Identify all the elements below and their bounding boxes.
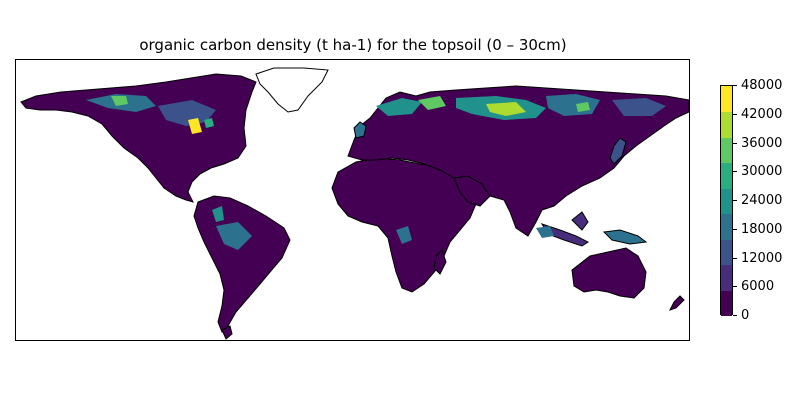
colorbar-tick-label: 18000 [741, 221, 783, 237]
colorbar-tick-label: 30000 [741, 164, 783, 180]
colorbar-tick-label: 48000 [741, 78, 783, 93]
world-map [20, 67, 689, 340]
landmass-australia [571, 247, 647, 299]
colorbar-segment [721, 86, 732, 113]
landmass-antarctica [221, 325, 233, 340]
colorbar-segment [721, 162, 732, 189]
colorbar-tick-label: 0 [741, 308, 750, 323]
colorbar-segment [721, 264, 732, 291]
colorbar-tick [733, 142, 737, 144]
colorbar-segment [721, 188, 732, 215]
colorbar-tick [733, 200, 737, 201]
colorbar-segment [721, 137, 732, 164]
colorbar-segment [721, 111, 732, 138]
colorbar-tick [733, 85, 737, 86]
colorbar-tick-label: 42000 [741, 106, 783, 122]
landmass-new-guinea [602, 229, 648, 245]
map-frame [15, 59, 690, 341]
landmass-greenland [255, 67, 329, 113]
colorbar-segment [721, 239, 732, 266]
colorbar-tick [733, 171, 737, 173]
map-title: organic carbon density (t ha-1) for the … [139, 36, 567, 54]
colorbar-segment [721, 213, 732, 240]
colorbar-tick-label: 6000 [741, 279, 775, 295]
landmass-arabia [453, 175, 491, 207]
landmass-new-zealand [669, 295, 685, 311]
colorbar-tick-label: 12000 [741, 250, 783, 266]
landmass-madagascar [433, 249, 447, 275]
landmass-japan [609, 137, 627, 165]
landmass-britain [353, 121, 367, 139]
colorbar [720, 85, 733, 317]
density-highlights [86, 94, 666, 250]
colorbar-tick-label: 24000 [741, 193, 783, 208]
colorbar-tick [733, 315, 737, 316]
colorbar-tick [733, 113, 737, 115]
colorbar-tick-label: 36000 [741, 135, 783, 151]
landmass-north-america [20, 73, 257, 203]
colorbar-tick [733, 257, 737, 259]
colorbar-tick [733, 286, 737, 288]
colorbar-tick [733, 228, 737, 230]
colorbar-segment [721, 290, 732, 317]
landmass-south-america [193, 195, 291, 333]
